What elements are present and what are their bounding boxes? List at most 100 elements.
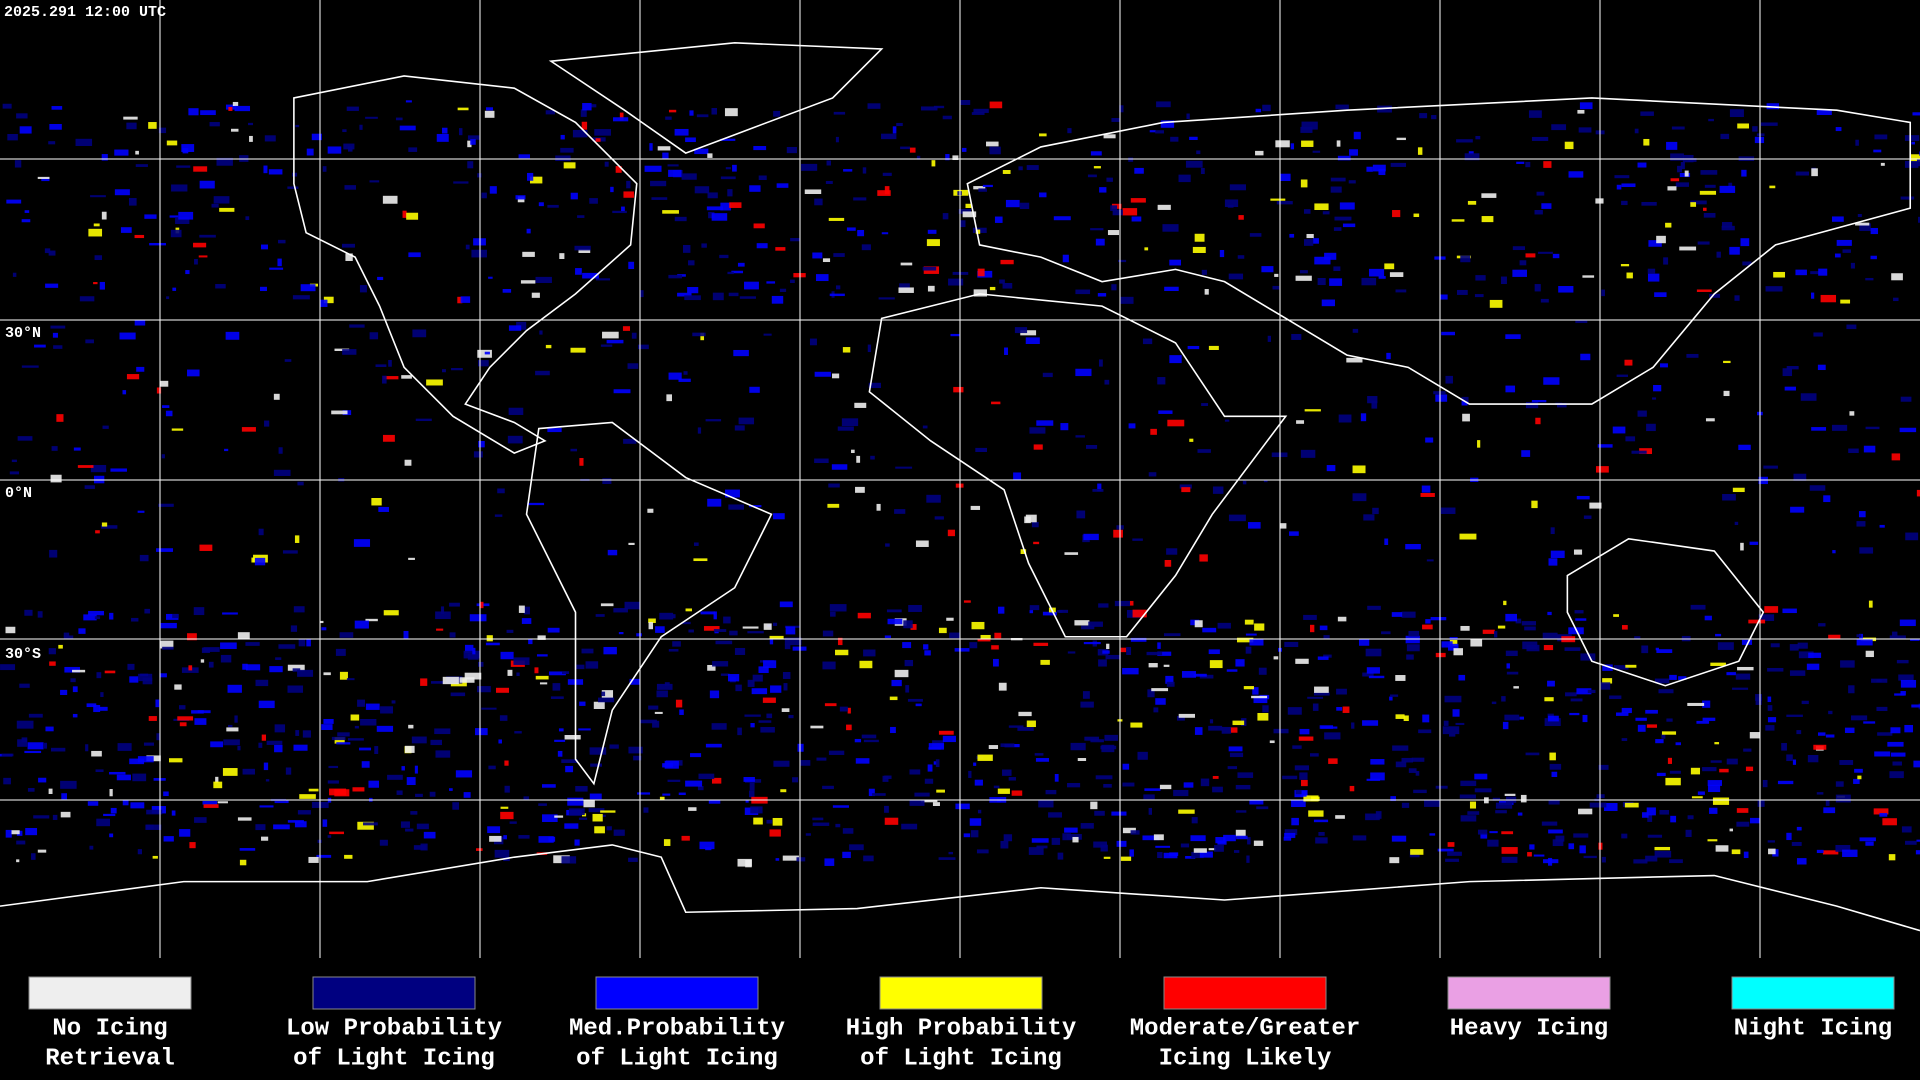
icing-cell (1309, 624, 1315, 633)
icing-cell (1893, 297, 1899, 302)
icing-cell (1017, 727, 1034, 731)
icing-cell (1389, 857, 1400, 864)
icing-cell (747, 631, 764, 634)
icing-cell (1690, 202, 1697, 207)
icing-cell (711, 213, 728, 221)
icing-cell (812, 817, 824, 821)
icing-cell (119, 332, 136, 340)
icing-cell (435, 750, 451, 758)
icing-cell (862, 167, 867, 174)
icing-cell (1743, 748, 1752, 752)
icing-cell (903, 620, 913, 629)
icing-cell (729, 630, 738, 636)
icing-cell (1185, 855, 1196, 859)
icing-cell (365, 618, 378, 622)
icing-cell (382, 195, 398, 204)
icing-cell (1143, 794, 1155, 800)
icing-cell (170, 229, 182, 238)
icing-cell (185, 270, 190, 275)
icing-cell (1296, 420, 1305, 424)
legend-swatch (1447, 976, 1611, 1010)
south-america (525, 421, 773, 786)
icing-cell (831, 464, 848, 470)
icing-cell (1242, 480, 1247, 485)
icing-cell (1723, 360, 1731, 364)
icing-cell (1090, 801, 1098, 810)
icing-cell (1495, 810, 1507, 814)
icing-cell (1679, 246, 1697, 251)
icing-cell (1090, 228, 1104, 231)
icing-cell (1093, 166, 1101, 169)
icing-cell (916, 155, 921, 160)
antarctica (0, 844, 1920, 932)
icing-cell (263, 762, 269, 771)
icing-cell (126, 122, 137, 130)
icing-cell (742, 626, 759, 629)
icing-cell (677, 292, 692, 297)
icing-cell (246, 664, 261, 671)
icing-cell (182, 148, 189, 154)
icing-cell (1795, 171, 1810, 176)
icing-cell (1097, 293, 1107, 297)
icing-cell (1702, 700, 1711, 708)
icing-cell (970, 830, 979, 838)
icing-cell (457, 107, 469, 111)
icing-cell (1879, 813, 1888, 817)
icing-cell (1697, 791, 1705, 795)
icing-cell (1543, 377, 1560, 385)
icing-cell (368, 780, 380, 788)
icing-cell (1501, 831, 1514, 835)
icing-cell (403, 630, 409, 639)
icing-cell (109, 833, 114, 838)
icing-cell (829, 293, 845, 297)
icing-cell (1366, 778, 1381, 781)
icing-cell (784, 637, 802, 646)
icing-cell (1531, 136, 1549, 141)
icing-cell (1722, 494, 1736, 501)
icing-cell (352, 787, 365, 792)
icing-cell (1512, 246, 1526, 251)
icing-cell (1900, 196, 1915, 200)
icing-cell (476, 848, 483, 851)
icing-cell (1199, 674, 1214, 679)
icing-cell (101, 211, 107, 220)
icing-cell (980, 634, 991, 640)
icing-cell (876, 503, 881, 511)
icing-cell (21, 365, 39, 368)
icing-cell (200, 659, 205, 663)
icing-cell (564, 823, 579, 829)
icing-cell (708, 211, 715, 219)
icing-cell (169, 215, 179, 218)
icing-cell (977, 754, 993, 761)
icing-cell (450, 692, 466, 697)
icing-cell (51, 106, 63, 110)
icing-cell (969, 818, 982, 826)
icing-cell (1621, 183, 1636, 188)
legend-label: Icing Likely (1159, 1045, 1332, 1072)
icing-cell (1370, 772, 1385, 781)
icing-cell (659, 612, 674, 620)
icing-cell (904, 659, 914, 667)
icing-cell (1191, 851, 1204, 859)
icing-cell (334, 789, 350, 797)
icing-cell (1489, 831, 1498, 834)
icing-cell (78, 628, 86, 634)
icing-cell (48, 250, 56, 256)
icing-cell (601, 691, 606, 697)
icing-cell (514, 731, 522, 734)
icing-cell (1547, 611, 1552, 616)
icing-cell (1261, 266, 1274, 273)
icing-cell (885, 543, 890, 547)
icing-cell (175, 217, 190, 224)
icing-cell (763, 660, 777, 669)
icing-cell (1401, 611, 1416, 618)
icing-cell (1163, 664, 1170, 667)
icing-cell (282, 550, 298, 554)
icing-cell (1822, 850, 1839, 855)
icing-cell (1080, 823, 1094, 829)
icing-cell (1658, 689, 1674, 694)
icing-cell (1232, 720, 1245, 726)
icing-cell (278, 239, 286, 244)
icing-cell (17, 739, 28, 747)
icing-cell (1287, 707, 1302, 715)
